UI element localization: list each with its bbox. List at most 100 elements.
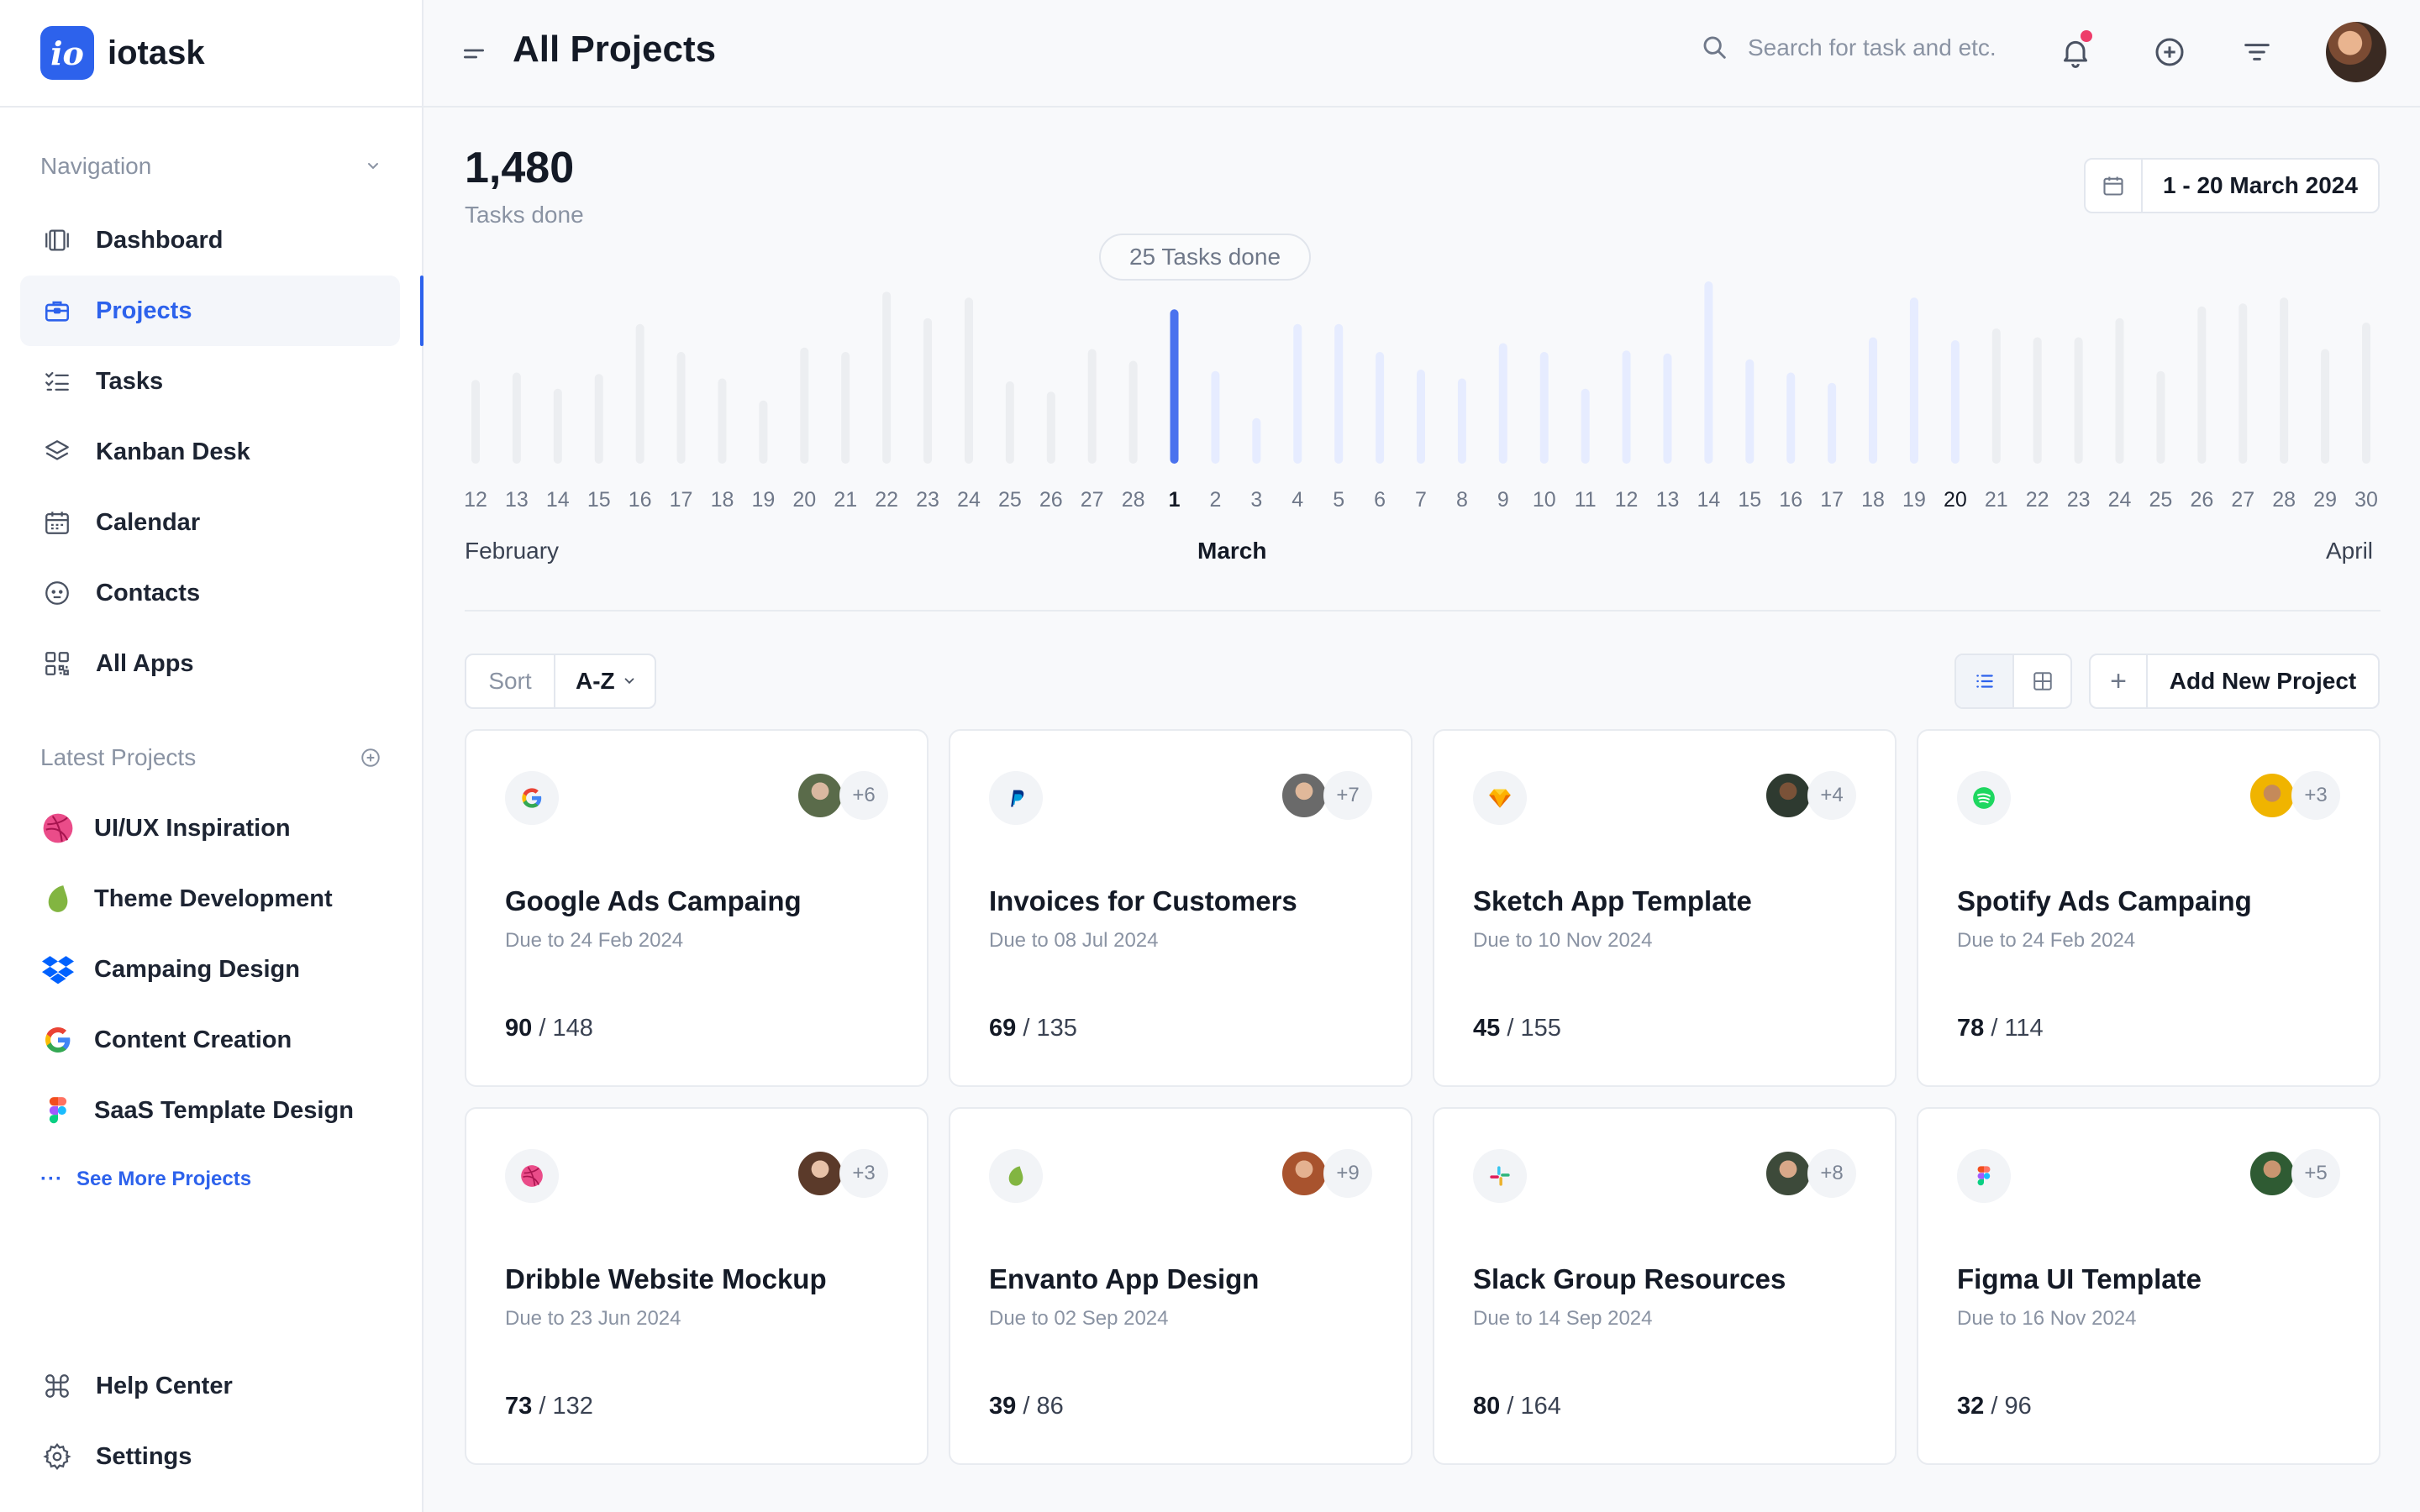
bell-icon[interactable] [2059,35,2092,69]
chart-bar[interactable] [1991,328,2001,464]
chart-bar[interactable] [1170,309,1179,464]
sidebar-item-kanban[interactable]: Kanban Desk [20,417,400,487]
member-group[interactable]: +4 [1764,771,1856,820]
chart-bar[interactable] [1828,382,1837,464]
chart-bar[interactable] [1376,352,1385,464]
sort-dropdown[interactable]: A-Z [555,668,637,695]
chart-bar[interactable] [1293,323,1302,464]
chart-bar[interactable] [553,388,562,464]
sidebar-project-content[interactable]: Content Creation [20,1005,400,1075]
checklist-icon [42,366,72,396]
date-range-picker[interactable]: 1 - 20 March 2024 [2084,158,2380,213]
sidebar-item-settings[interactable]: Settings [20,1421,400,1492]
chart-bar[interactable] [2238,303,2248,464]
add-circle-icon[interactable] [360,747,381,769]
brand[interactable]: io iotask [0,0,422,108]
chart-bar[interactable] [635,323,644,464]
sidebar-project-campaing[interactable]: Campaing Design [20,934,400,1005]
sidebar-item-contacts[interactable]: Contacts [20,558,400,628]
see-more-projects-link[interactable]: ··· See More Projects [40,1168,251,1191]
chart-bar[interactable] [1539,352,1549,464]
member-group[interactable]: +3 [796,1149,888,1198]
chart-bar[interactable] [2321,349,2330,465]
list-view-button[interactable] [1956,655,2014,707]
chart-bar[interactable] [2115,318,2124,464]
sidebar-project-saas[interactable]: SaaS Template Design [20,1075,400,1146]
sidebar-item-help-center[interactable]: Help Center [20,1351,400,1421]
chart-bar[interactable] [800,347,809,464]
search-input[interactable]: Search for task and etc. [1701,34,1996,62]
project-card[interactable]: +9 Envanto App Design Due to 02 Sep 2024… [949,1107,1413,1465]
navigation-section-header[interactable]: Navigation [40,153,381,180]
chart-bar[interactable] [964,297,973,464]
chart-bar[interactable] [1704,281,1713,464]
chart-bar[interactable] [1005,381,1014,464]
sidebar-item-all-apps[interactable]: All Apps [20,628,400,699]
chart-bar[interactable] [1417,370,1425,464]
chart-bar[interactable] [1498,343,1507,465]
sidebar-project-theme[interactable]: Theme Development [20,864,400,934]
chart-bar[interactable] [1457,378,1466,465]
view-toggle[interactable] [1954,654,2072,709]
project-card[interactable]: +3 Dribble Website Mockup Due to 23 Jun … [465,1107,929,1465]
project-card[interactable]: +4 Sketch App Template Due to 10 Nov 202… [1433,729,1897,1087]
project-card[interactable]: +5 Figma UI Template Due to 16 Nov 2024 … [1917,1107,2381,1465]
chart-bar[interactable] [1869,337,1878,465]
chart-bar[interactable] [2033,337,2042,465]
chart-bar[interactable] [1622,350,1631,464]
chart-bar[interactable] [841,352,850,464]
chart-bar[interactable] [1252,417,1261,464]
chart-bar[interactable] [923,318,933,464]
project-title: Dribble Website Mockup [505,1263,827,1294]
member-group[interactable]: +3 [2248,771,2340,820]
member-group[interactable]: +8 [1764,1149,1856,1198]
chart-bar[interactable] [2156,370,2165,464]
chart-bar[interactable] [471,380,480,464]
sidebar-item-dashboard[interactable]: Dashboard [20,205,400,276]
project-card[interactable]: +3 Spotify Ads Campaing Due to 24 Feb 20… [1917,729,2381,1087]
chart-bar[interactable] [676,352,686,464]
sidebar-item-tasks[interactable]: Tasks [20,346,400,417]
chart-bar[interactable] [1128,360,1138,465]
project-card[interactable]: +6 Google Ads Campaing Due to 24 Feb 202… [465,729,929,1087]
chart-bar[interactable] [2362,323,2370,464]
chart-bar[interactable] [2074,337,2083,465]
chart-bar[interactable] [1087,349,1097,465]
chart-bar[interactable] [718,378,727,465]
project-title: Slack Group Resources [1473,1263,1786,1294]
chart-bar[interactable] [1046,391,1055,464]
project-card[interactable]: +7 Invoices for Customers Due to 08 Jul … [949,729,1413,1087]
chart-bar[interactable] [512,372,521,465]
grid-view-button[interactable] [2014,655,2070,707]
member-group[interactable]: +7 [1280,771,1372,820]
project-card[interactable]: +8 Slack Group Resources Due to 14 Sep 2… [1433,1107,1897,1465]
sidebar-item-calendar[interactable]: Calendar [20,487,400,558]
user-avatar[interactable] [2326,22,2386,82]
menu-toggle-icon[interactable] [460,40,487,67]
chart-bar[interactable] [1581,388,1590,464]
chart-bar[interactable] [1334,323,1344,464]
filter-icon[interactable] [2240,35,2274,69]
chart-bar[interactable] [1909,297,1918,464]
sidebar-project-uiux[interactable]: UI/UX Inspiration [20,793,400,864]
chevron-down-icon[interactable] [365,158,381,175]
chart-bar[interactable] [882,291,892,464]
sort-control[interactable]: Sort A-Z [465,654,656,709]
chart-bar[interactable] [1950,340,1960,464]
chart-day-label: 26 [2190,488,2213,512]
see-more-label: See More Projects [76,1168,252,1190]
chart-bar[interactable] [1211,370,1220,464]
chart-bar[interactable] [1745,359,1754,464]
chart-bar[interactable] [594,374,603,464]
add-new-project-button[interactable]: + Add New Project [2089,654,2380,709]
chart-bar[interactable] [759,400,768,464]
add-circle-icon[interactable] [2153,35,2186,69]
member-group[interactable]: +9 [1280,1149,1372,1198]
chart-bar[interactable] [1663,353,1672,464]
member-group[interactable]: +6 [796,771,888,820]
chart-bar[interactable] [1786,372,1796,465]
chart-bar[interactable] [2280,297,2289,464]
sidebar-item-projects[interactable]: Projects [20,276,400,346]
member-group[interactable]: +5 [2248,1149,2340,1198]
chart-bar[interactable] [2197,306,2207,464]
